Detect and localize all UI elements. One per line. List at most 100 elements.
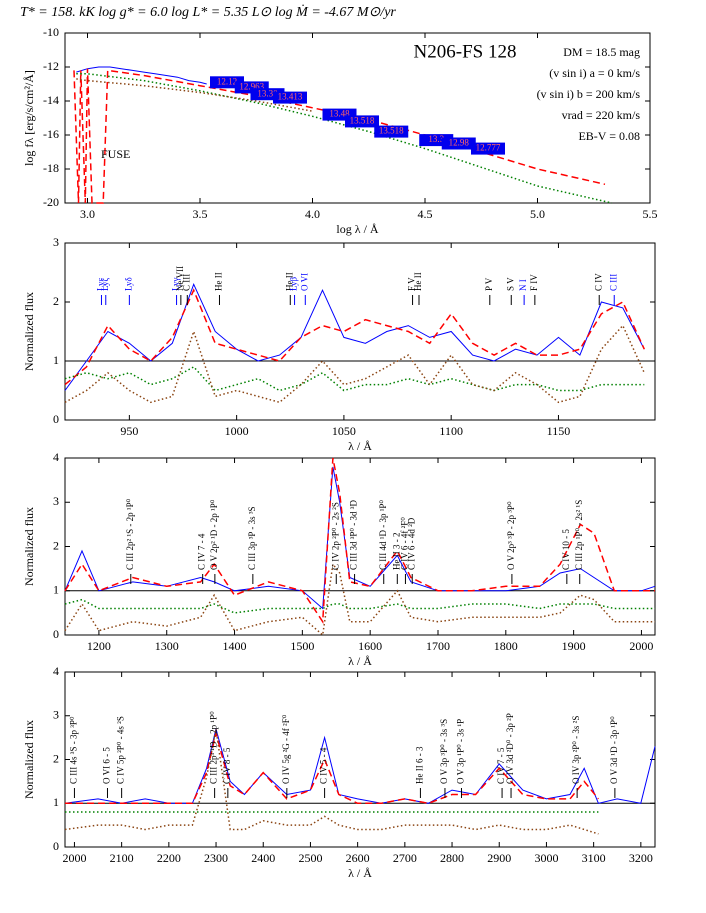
y-tick-label: 3 bbox=[53, 235, 59, 249]
x-axis-label: λ / Å bbox=[348, 866, 372, 880]
photometry-label: 12.12 bbox=[217, 76, 237, 86]
star-name: N206-FS 128 bbox=[414, 41, 517, 62]
y-tick-label: 3 bbox=[53, 708, 59, 722]
line-id-label: C III bbox=[181, 274, 191, 291]
y-tick-label: 0 bbox=[53, 412, 59, 426]
photometry-label: 13.30 bbox=[257, 88, 278, 98]
line-id-label: He II 3 - 2 bbox=[391, 533, 401, 571]
line-id-label: Lyζ bbox=[100, 277, 110, 291]
y-tick-label: -12 bbox=[43, 59, 59, 73]
y-tick-label: 4 bbox=[53, 664, 59, 678]
line-id-label: C III 2p³ ¹D - 2p ¹P⁰ bbox=[209, 711, 219, 784]
x-tick-label: 5.0 bbox=[530, 207, 545, 221]
x-tick-label: 950 bbox=[120, 424, 138, 438]
y-tick-label: 0 bbox=[53, 627, 59, 641]
y-axis-label: Normalized flux bbox=[22, 292, 36, 371]
line-id-label: C IV 7 - 5 bbox=[496, 747, 506, 784]
photometry-label: 12.963 bbox=[239, 81, 264, 91]
line-id-label: Lyε bbox=[96, 277, 106, 291]
line-id-label: O V 3d ¹D - 3p ¹P⁰ bbox=[609, 716, 619, 784]
y-tick-label: 2 bbox=[53, 538, 59, 552]
x-tick-label: 1050 bbox=[332, 424, 356, 438]
spectrum-line bbox=[64, 324, 645, 404]
spectrum-line bbox=[76, 78, 313, 112]
y-tick-label: 1 bbox=[53, 795, 59, 809]
spectrum-line bbox=[64, 365, 645, 392]
line-id-label: O VI 6 - 5 bbox=[102, 747, 112, 784]
photometry-label: 13.3 bbox=[428, 134, 444, 144]
x-tick-label: 4.5 bbox=[418, 207, 433, 221]
x-tick-label: 1400 bbox=[223, 639, 247, 653]
x-tick-label: 3.0 bbox=[80, 207, 95, 221]
photometry-label: 13.518 bbox=[350, 115, 375, 125]
line-id-label: C IV 8 - 5 bbox=[222, 747, 232, 784]
line-id-label: Lyγ bbox=[171, 277, 181, 291]
spectrum-line bbox=[64, 282, 645, 391]
x-tick-label: 3200 bbox=[629, 851, 653, 865]
figure-header: T* = 158. kK log g* = 6.0 log L* = 5.35 … bbox=[20, 4, 396, 20]
y-tick-label: -10 bbox=[43, 25, 59, 39]
x-tick-label: 1700 bbox=[426, 639, 450, 653]
line-id-label: C IV 5 - 4 bbox=[319, 747, 329, 784]
line-id-label: C IV 5p ²P⁰ - 4s ²S bbox=[116, 716, 126, 784]
line-id-label: He II 6 - 3 bbox=[414, 746, 424, 784]
line-id-label: O V 3p ³P⁰ - 3s ³S bbox=[439, 719, 449, 784]
x-tick-label: 2000 bbox=[629, 639, 653, 653]
photometry-box bbox=[441, 137, 476, 150]
line-id-label: F IV bbox=[529, 274, 539, 291]
spectrum-line bbox=[65, 733, 599, 805]
x-tick-label: 1300 bbox=[155, 639, 179, 653]
line-id-label: C IV 10 - 5 bbox=[561, 529, 571, 570]
y-tick-label: -18 bbox=[43, 161, 59, 175]
x-tick-label: 1900 bbox=[562, 639, 586, 653]
x-tick-label: 2300 bbox=[204, 851, 228, 865]
line-id-label: S V bbox=[505, 277, 515, 291]
spectrum-line bbox=[64, 457, 655, 624]
line-id-label: Lyδ bbox=[123, 277, 133, 291]
x-axis-label: λ / Å bbox=[348, 439, 372, 453]
line-id-label: C IV 7 - 4 bbox=[197, 533, 207, 570]
y-tick-label: 4 bbox=[53, 450, 59, 464]
x-axis-label: λ / Å bbox=[348, 654, 372, 668]
y-tick-label: 0 bbox=[53, 839, 59, 853]
spectrum-line bbox=[76, 73, 612, 204]
fuse-label: FUSE bbox=[101, 147, 130, 161]
plot-frame bbox=[64, 32, 651, 204]
spectrum-line bbox=[64, 728, 599, 835]
spectrum-line bbox=[73, 68, 606, 204]
photometry-box bbox=[374, 125, 409, 138]
x-tick-label: 1000 bbox=[225, 424, 249, 438]
x-tick-label: 2600 bbox=[346, 851, 370, 865]
line-id-label: C III bbox=[608, 274, 618, 291]
y-tick-label: 2 bbox=[53, 751, 59, 765]
y-tick-label: -20 bbox=[43, 195, 59, 209]
y-tick-label: 3 bbox=[53, 494, 59, 508]
y-tick-label: -14 bbox=[43, 93, 59, 107]
photometry-label: 12.98 bbox=[449, 138, 470, 148]
photometry-label: 13.413 bbox=[278, 92, 303, 102]
x-tick-label: 2200 bbox=[157, 851, 181, 865]
y-tick-label: 1 bbox=[53, 353, 59, 367]
line-id-label: O V 2p³ ³P - 2p ³P⁰ bbox=[506, 501, 516, 570]
x-tick-label: 1100 bbox=[439, 424, 463, 438]
plot-frame bbox=[64, 671, 656, 848]
spectrum-line bbox=[64, 728, 656, 804]
x-tick-label: 1800 bbox=[494, 639, 518, 653]
x-tick-label: 2400 bbox=[251, 851, 275, 865]
x-tick-label: 2700 bbox=[393, 851, 417, 865]
line-id-label: He II bbox=[214, 272, 224, 291]
line-id-label: Lyβ bbox=[289, 276, 299, 291]
line-id-label: P V bbox=[484, 277, 494, 291]
parameter-text: (v sin i) b = 200 km/s bbox=[537, 87, 641, 101]
x-tick-label: 2000 bbox=[62, 851, 86, 865]
x-tick-label: 3.5 bbox=[193, 207, 208, 221]
x-tick-label: 1150 bbox=[547, 424, 571, 438]
x-tick-label: 3000 bbox=[534, 851, 558, 865]
line-id-label: C III 3p ³P - 3s ³S bbox=[247, 506, 257, 570]
parameter-text: (v sin i) a = 0 km/s bbox=[549, 66, 640, 80]
x-tick-label: 2100 bbox=[110, 851, 134, 865]
line-id-label: C III 4s ³S - 3p ³P⁰ bbox=[69, 716, 79, 784]
line-id-label: C IV 6 - 4f ²F⁰ bbox=[399, 517, 409, 570]
plot-frame bbox=[64, 242, 656, 421]
